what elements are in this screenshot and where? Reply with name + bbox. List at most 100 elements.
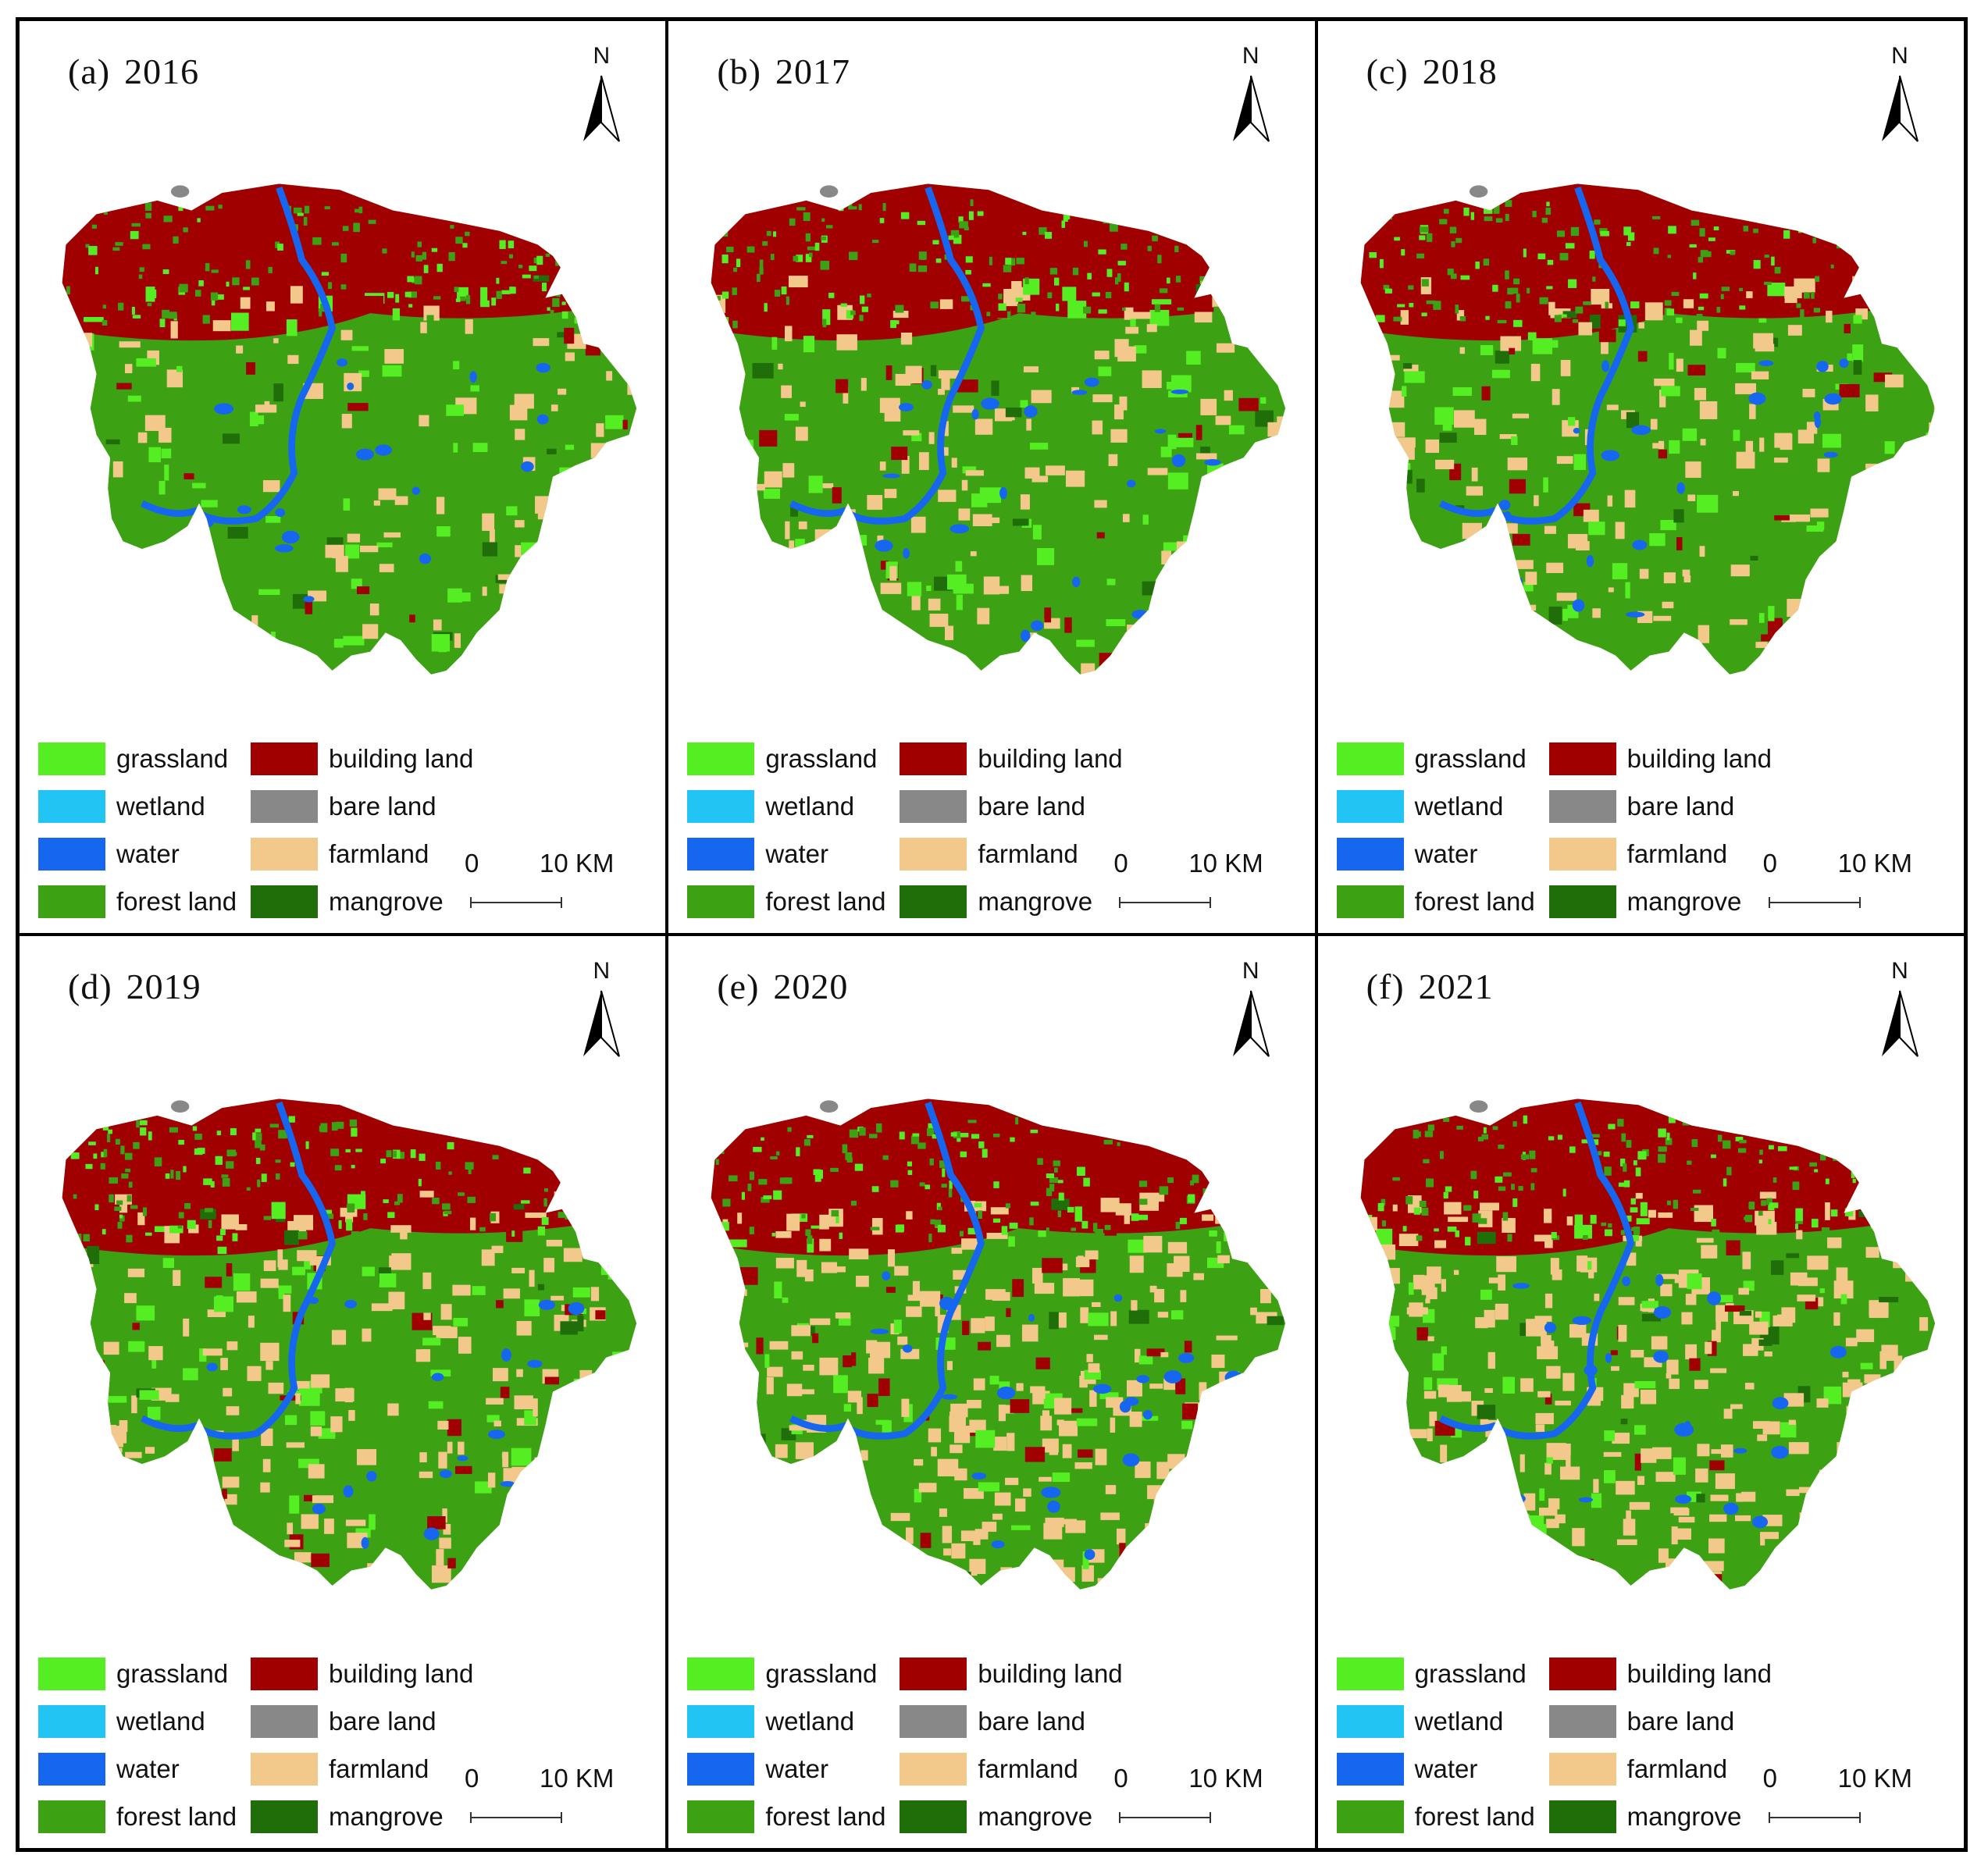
legend-swatch	[251, 742, 318, 775]
legend-item: grassland	[687, 1656, 877, 1692]
legend-swatch	[1548, 742, 1616, 775]
scale-end-label: 10 KM	[1188, 849, 1263, 878]
legend-label: water	[116, 1754, 180, 1783]
legend-swatch	[1548, 1705, 1616, 1738]
legend-swatch	[251, 1800, 318, 1833]
legend-label: farmland	[1626, 839, 1728, 868]
legend-label: wetland	[116, 792, 205, 821]
north-arrow-icon	[1232, 75, 1270, 142]
legend-item: grassland	[38, 741, 228, 777]
legend-item: wetland	[687, 1704, 854, 1739]
legend-swatch	[38, 1705, 105, 1738]
legend-label: forest land	[116, 887, 237, 916]
legend-item: bare land	[900, 789, 1085, 824]
north-label: N	[1891, 958, 1908, 984]
panel-title: (d) 2019	[68, 966, 201, 1007]
legend-label: mangrove	[978, 887, 1093, 916]
legend-swatch	[687, 885, 755, 918]
legend-swatch	[1336, 1800, 1404, 1833]
legend-item: building land	[1548, 741, 1772, 777]
legend-swatch	[687, 1753, 755, 1786]
legend-label: water	[1414, 839, 1478, 868]
legend-swatch	[38, 742, 105, 775]
legend-label: building land	[978, 744, 1123, 773]
legend-label: farmland	[978, 1754, 1078, 1783]
panel-year: 2021	[1418, 967, 1494, 1006]
legend-item: forest land	[1336, 1799, 1535, 1835]
north-label: N	[1242, 43, 1259, 69]
legend-label: building land	[329, 1659, 474, 1688]
legend-label: forest land	[1414, 1802, 1535, 1831]
legend-item: mangrove	[251, 1799, 444, 1835]
legend-swatch	[1336, 1705, 1404, 1738]
legend-label: farmland	[978, 839, 1078, 868]
scale-line	[1768, 1812, 1861, 1823]
panel-label: (a)	[68, 52, 111, 91]
legend-item: forest land	[687, 1799, 885, 1835]
scale-line	[470, 1812, 562, 1823]
legend-label: building land	[978, 1659, 1123, 1688]
legend-label: bare land	[1626, 792, 1735, 821]
panel-title: (e) 2020	[717, 966, 848, 1007]
legend-item: wetland	[687, 789, 854, 824]
legend-swatch	[1336, 838, 1404, 871]
legend-item: water	[687, 1751, 828, 1787]
legend-swatch	[900, 1705, 967, 1738]
legend-item: farmland	[1548, 1751, 1727, 1787]
legend: grassland wetland water forest land building…	[38, 741, 515, 933]
scale-start-label: 0	[1113, 849, 1128, 878]
scale-start-label: 0	[1762, 1764, 1778, 1793]
legend-label: water	[116, 839, 180, 868]
north-arrow: N	[578, 958, 625, 1059]
legend-item: forest land	[687, 884, 885, 920]
legend: grassland wetland water forest land building…	[687, 1656, 1163, 1848]
legend: grassland wetland water forest land building…	[687, 741, 1163, 933]
legend-item: mangrove	[1548, 1799, 1741, 1835]
legend-label: building land	[329, 744, 474, 773]
legend-item: bare land	[900, 1704, 1085, 1739]
legend-item: mangrove	[251, 884, 444, 920]
land-use-map	[51, 146, 644, 771]
legend-swatch	[900, 838, 967, 871]
land-use-map	[1349, 1061, 1943, 1686]
legend-label: mangrove	[1626, 887, 1742, 916]
legend-swatch	[687, 742, 755, 775]
legend-item: bare land	[1548, 789, 1735, 824]
legend-swatch	[687, 1800, 755, 1833]
legend-swatch	[38, 885, 105, 918]
scale-start-label: 0	[1762, 849, 1778, 878]
legend-swatch	[900, 1658, 967, 1690]
legend-label: bare land	[1626, 1707, 1735, 1736]
legend-item: farmland	[1548, 836, 1728, 872]
legend-item: wetland	[1336, 789, 1504, 824]
legend-label: farmland	[329, 839, 429, 868]
legend: grassland wetland water forest land building…	[38, 1656, 515, 1848]
legend-item: water	[687, 836, 828, 872]
legend-label: building land	[1626, 1659, 1772, 1688]
north-arrow-icon	[583, 990, 621, 1057]
legend-swatch	[1336, 885, 1404, 918]
legend-label: bare land	[978, 1707, 1085, 1736]
legend-swatch	[38, 1658, 105, 1690]
scale-line	[1119, 1812, 1212, 1823]
scale-start-label: 0	[465, 849, 479, 878]
legend-swatch	[251, 1705, 318, 1738]
scale-bar: 0 10 KM	[1113, 1764, 1263, 1848]
land-use-map	[1349, 146, 1943, 771]
scale-end-label: 10 KM	[540, 1764, 615, 1793]
scale-bar: 0 10 KM	[1762, 849, 1912, 933]
legend-label: water	[1414, 1754, 1478, 1783]
legend-label: mangrove	[329, 1802, 444, 1831]
legend-label: bare land	[329, 792, 436, 821]
legend-label: forest land	[1414, 887, 1535, 916]
legend-item: building land	[900, 741, 1123, 777]
legend-label: wetland	[1414, 792, 1504, 821]
panel-label: (b)	[717, 52, 761, 91]
legend-swatch	[38, 790, 105, 823]
legend-label: wetland	[116, 1707, 205, 1736]
legend-swatch	[251, 1658, 318, 1690]
